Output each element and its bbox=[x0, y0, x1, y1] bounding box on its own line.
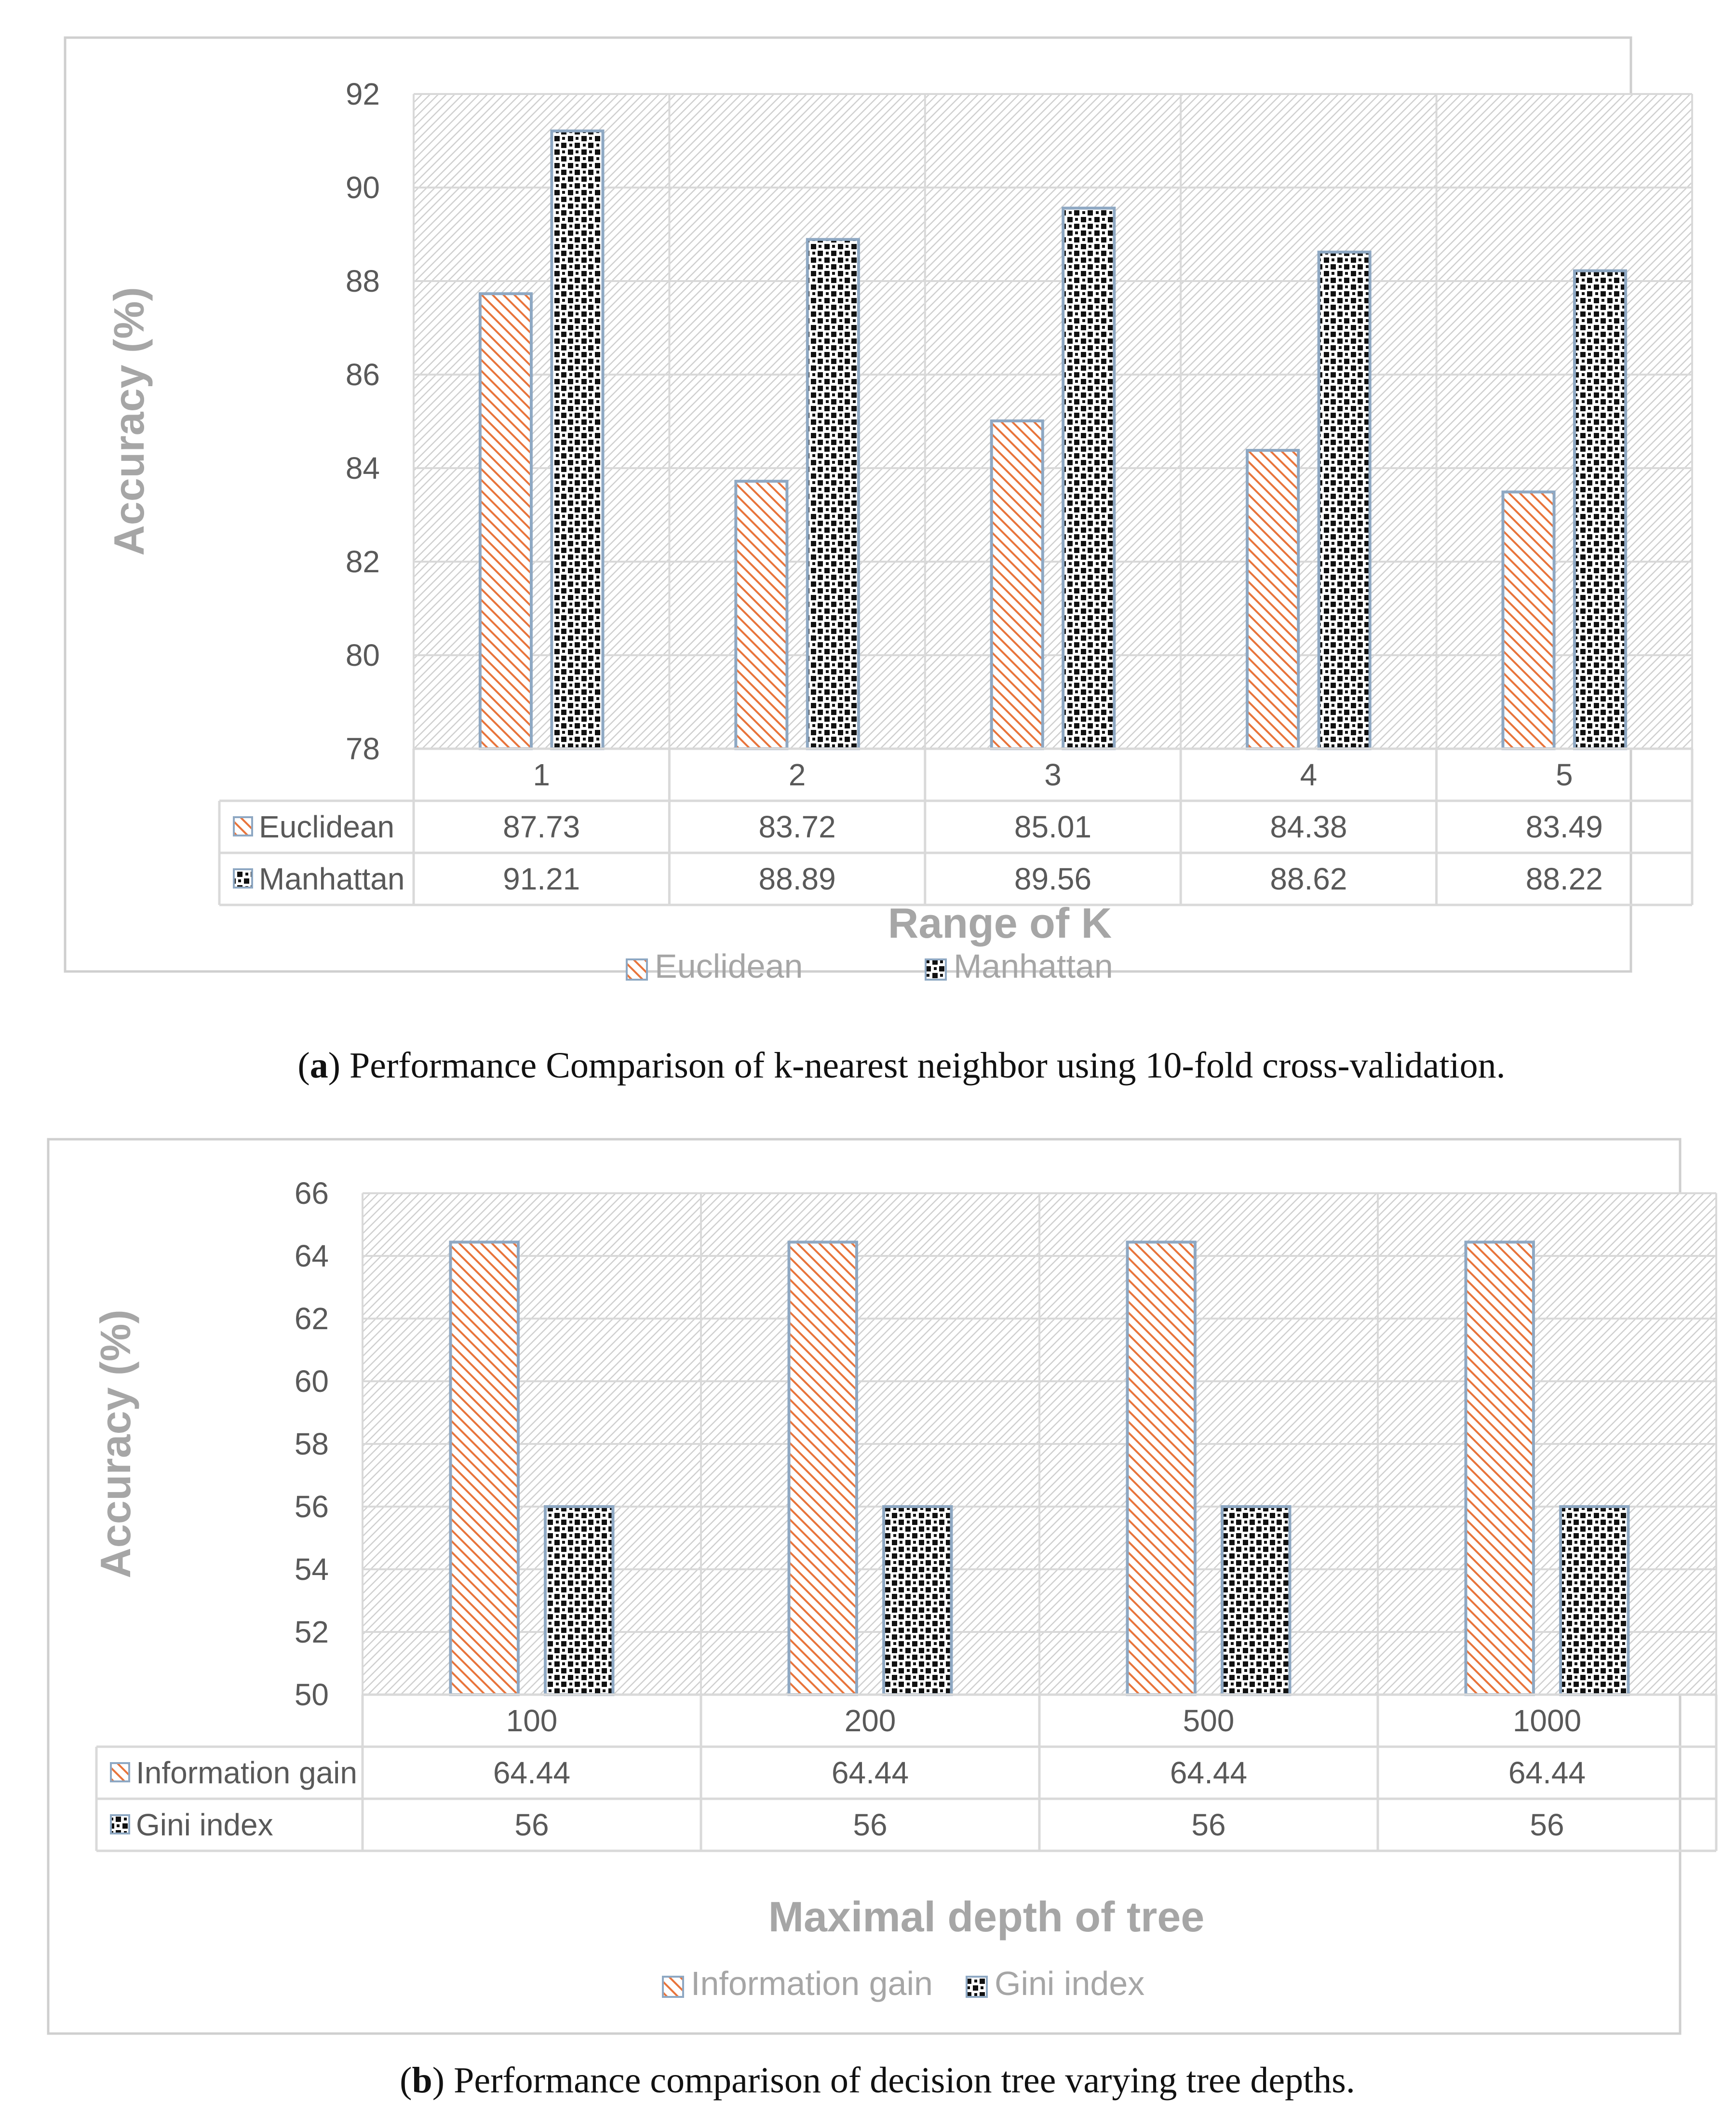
x-axis-label: Maximal depth of tree bbox=[768, 1893, 1205, 1941]
table-series-name: Gini index bbox=[136, 1807, 273, 1842]
bar-gini-index-500 bbox=[1221, 1505, 1292, 1696]
data-label: 56 bbox=[514, 1807, 549, 1842]
bar-euclidean-1 bbox=[478, 292, 533, 750]
data-label: 84.38 bbox=[1270, 809, 1347, 844]
y-tick-label: 88 bbox=[346, 264, 380, 298]
data-label: 87.73 bbox=[503, 809, 580, 844]
y-tick-label: 50 bbox=[295, 1677, 329, 1712]
y-tick-label: 80 bbox=[346, 638, 380, 673]
x-axis-label: Range of K bbox=[888, 899, 1112, 947]
x-tick-label: 5 bbox=[1556, 757, 1573, 792]
x-tick-label: 100 bbox=[506, 1703, 558, 1738]
bar-manhattan-3 bbox=[1062, 206, 1116, 750]
data-label: 85.01 bbox=[1014, 809, 1091, 844]
y-axis-label: Accuracy (%) bbox=[92, 1309, 139, 1578]
data-label: 64.44 bbox=[1170, 1755, 1247, 1790]
caption-text: Performance Comparison of k-nearest neig… bbox=[350, 1045, 1506, 1086]
x-tick-label: 4 bbox=[1300, 757, 1318, 792]
x-tick-label: 2 bbox=[789, 757, 806, 792]
plot-area bbox=[414, 94, 1692, 749]
bar-gini-index-100 bbox=[544, 1505, 615, 1696]
data-label: 56 bbox=[1191, 1807, 1225, 1842]
legend-key-gini-index bbox=[966, 1976, 988, 1998]
legend-label: Gini index bbox=[995, 1965, 1144, 2002]
y-tick-label: 62 bbox=[295, 1301, 329, 1336]
bar-manhattan-5 bbox=[1573, 269, 1628, 750]
x-tick-label: 1 bbox=[533, 757, 550, 792]
legend-key-euclidean bbox=[626, 958, 648, 981]
y-axis-label: Accuracy (%) bbox=[105, 287, 153, 556]
y-tick-label: 92 bbox=[346, 77, 380, 111]
bar-euclidean-5 bbox=[1501, 490, 1556, 750]
bar-information-gain-500 bbox=[1126, 1240, 1197, 1696]
chart-b: 50 52 54 56 58 60 62 64 66 100 200 500 1000 Informati… bbox=[47, 1138, 1718, 2101]
bar-euclidean-3 bbox=[990, 419, 1044, 750]
data-label: 83.49 bbox=[1526, 809, 1603, 844]
bar-gini-index-1000 bbox=[1559, 1505, 1630, 1696]
data-label: 64.44 bbox=[832, 1755, 909, 1790]
y-tick-label: 56 bbox=[295, 1489, 329, 1524]
table-legend-key bbox=[110, 1814, 130, 1834]
bar-manhattan-1 bbox=[550, 129, 605, 750]
bar-manhattan-4 bbox=[1317, 250, 1372, 750]
bar-gini-index-200 bbox=[882, 1505, 953, 1696]
y-tick-label: 58 bbox=[295, 1427, 329, 1461]
legend-label: Manhattan bbox=[954, 947, 1113, 985]
x-tick-label: 1000 bbox=[1513, 1703, 1581, 1738]
legend-key-manhattan bbox=[925, 958, 947, 981]
bar-euclidean-2 bbox=[734, 480, 789, 750]
bar-information-gain-1000 bbox=[1464, 1240, 1535, 1696]
x-tick-label: 500 bbox=[1183, 1703, 1235, 1738]
data-label: 88.89 bbox=[759, 862, 836, 896]
data-label: 88.62 bbox=[1270, 862, 1347, 896]
data-label: 91.21 bbox=[503, 862, 580, 896]
table-legend-key bbox=[233, 816, 253, 836]
x-tick-label: 3 bbox=[1044, 757, 1062, 792]
legend-label: Information gain bbox=[691, 1965, 933, 2002]
table-series-name: Information gain bbox=[136, 1755, 357, 1790]
y-tick-label: 66 bbox=[295, 1176, 329, 1211]
charts: 78 80 82 84 86 88 90 92 1 2 3 4 5 Euclidean 87.73 83.72… bbox=[47, 36, 1718, 2101]
data-label: 83.72 bbox=[759, 809, 836, 844]
bar-information-gain-200 bbox=[787, 1240, 858, 1696]
y-tick-label: 90 bbox=[346, 170, 380, 205]
y-tick-label: 64 bbox=[295, 1239, 329, 1273]
data-label: 56 bbox=[1530, 1807, 1564, 1842]
table-series-name: Manhattan bbox=[259, 862, 404, 896]
data-label: 64.44 bbox=[493, 1755, 570, 1790]
table-legend-key bbox=[233, 868, 253, 889]
bar-information-gain-100 bbox=[449, 1240, 520, 1696]
caption-label: b bbox=[412, 2060, 432, 2101]
y-tick-label: 84 bbox=[346, 451, 380, 485]
legend-key-information-gain bbox=[662, 1976, 684, 1998]
table-legend-key bbox=[110, 1762, 130, 1782]
table-series-name: Euclidean bbox=[259, 809, 394, 844]
figure-caption: (b) Performance comparison of decision t… bbox=[400, 2060, 1355, 2101]
y-tick-label: 60 bbox=[295, 1364, 329, 1399]
y-tick-label: 82 bbox=[346, 544, 380, 579]
chart-a: 78 80 82 84 86 88 90 92 1 2 3 4 5 Euclidean 87.73 83.72… bbox=[64, 36, 1694, 1086]
y-tick-label: 52 bbox=[295, 1615, 329, 1649]
bar-euclidean-4 bbox=[1246, 449, 1300, 750]
y-tick-label: 54 bbox=[295, 1552, 329, 1587]
data-label: 56 bbox=[853, 1807, 887, 1842]
data-label: 64.44 bbox=[1508, 1755, 1586, 1790]
figure-caption: (a) Performance Comparison of k-nearest … bbox=[297, 1045, 1505, 1086]
caption-label: a bbox=[310, 1045, 328, 1086]
y-tick-label: 78 bbox=[346, 731, 380, 766]
caption-text: Performance comparison of decision tree … bbox=[454, 2060, 1355, 2101]
bar-manhattan-2 bbox=[806, 238, 860, 750]
y-tick-label: 86 bbox=[346, 357, 380, 392]
legend-label: Euclidean bbox=[655, 947, 803, 985]
data-label: 89.56 bbox=[1014, 862, 1091, 896]
x-tick-label: 200 bbox=[845, 1703, 896, 1738]
data-label: 88.22 bbox=[1526, 862, 1603, 896]
